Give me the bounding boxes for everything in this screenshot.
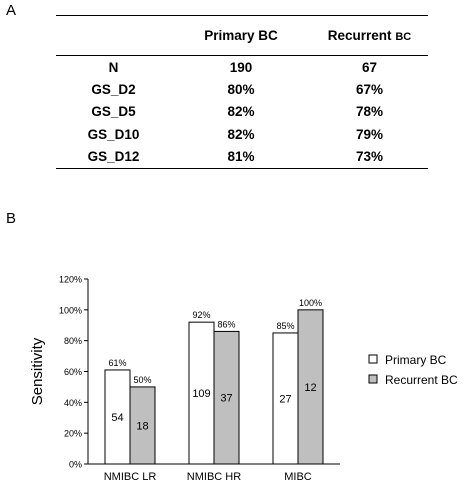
x-tick-label: MIBC <box>284 471 312 483</box>
bar-value-label: 61% <box>108 358 126 368</box>
bar-value-label: 50% <box>133 375 151 385</box>
table-row: GS_D12 81% 73% <box>56 146 428 169</box>
y-tick-label: 120% <box>59 275 82 285</box>
panel-a-label: A <box>6 2 17 19</box>
bar-value-label: 100% <box>299 298 322 308</box>
bar-count-label: 54 <box>111 412 123 424</box>
cell-primary: 190 <box>229 59 253 75</box>
sensitivity-bar-chart: 0% 20% 40% 60% 80% 100% 120% Sensitivity 61% 54 50… <box>29 275 458 484</box>
cell-primary: 82% <box>227 104 255 120</box>
table-row: N 190 67 <box>56 56 428 79</box>
legend-label: Primary BC <box>385 353 447 367</box>
bar <box>213 330 240 465</box>
y-tick-label: 20% <box>64 429 82 439</box>
bar <box>129 386 156 465</box>
bar <box>188 321 215 465</box>
cell-primary: 80% <box>227 81 255 97</box>
bar-count-label: 109 <box>192 388 210 400</box>
row-label: GS_D10 <box>87 127 140 143</box>
y-tick-label: 60% <box>64 367 82 377</box>
row-label: GS_D12 <box>87 149 140 165</box>
sensitivity-table: Primary BC Recurrent BC N 190 67 GS_D2 8… <box>56 15 428 169</box>
bar <box>297 309 324 465</box>
y-axis-label: Sensitivity <box>29 337 46 405</box>
row-label: GS_D5 <box>91 104 136 120</box>
row-label: N <box>108 59 119 75</box>
bar-count-label: 37 <box>220 393 232 405</box>
x-tick-label: NMIBC HR <box>187 471 241 483</box>
cell-recurrent: 67% <box>355 81 384 97</box>
cell-recurrent: 73% <box>355 149 384 165</box>
y-tick-label: 0% <box>69 460 82 470</box>
table-header-primary: Primary BC <box>204 28 278 43</box>
bar-value-label: 86% <box>217 319 235 329</box>
bar <box>272 332 299 465</box>
table-row: GS_D5 82% 78% <box>56 101 428 124</box>
cell-recurrent: 78% <box>355 104 384 120</box>
table-header-recurrent: Recurrent BC <box>327 28 412 43</box>
cell-recurrent: 79% <box>355 127 384 143</box>
cell-primary: 82% <box>227 127 255 143</box>
row-label: GS_D2 <box>91 81 136 97</box>
bar-value-label: 92% <box>192 310 210 320</box>
x-tick-label: NMIBC LR <box>104 471 157 483</box>
legend-swatch <box>368 374 378 384</box>
table-header-row: Primary BC Recurrent BC <box>56 15 428 56</box>
bar-count-label: 27 <box>279 393 291 405</box>
y-tick-label: 80% <box>64 336 82 346</box>
table-header-cell <box>56 16 171 56</box>
cell-primary: 81% <box>227 149 255 165</box>
panel-b-label: B <box>6 210 17 227</box>
bar-value-label: 85% <box>276 321 294 331</box>
bar-count-label: 12 <box>304 382 316 394</box>
y-tick-label: 100% <box>59 305 82 315</box>
cell-recurrent: 67 <box>361 59 378 75</box>
y-tick-label: 40% <box>64 398 82 408</box>
legend-label: Recurrent BC <box>385 373 458 387</box>
bar-count-label: 18 <box>136 420 148 432</box>
table-row: GS_D2 80% 67% <box>56 78 428 101</box>
legend-swatch <box>368 354 378 364</box>
table-row: GS_D10 82% 79% <box>56 123 428 146</box>
